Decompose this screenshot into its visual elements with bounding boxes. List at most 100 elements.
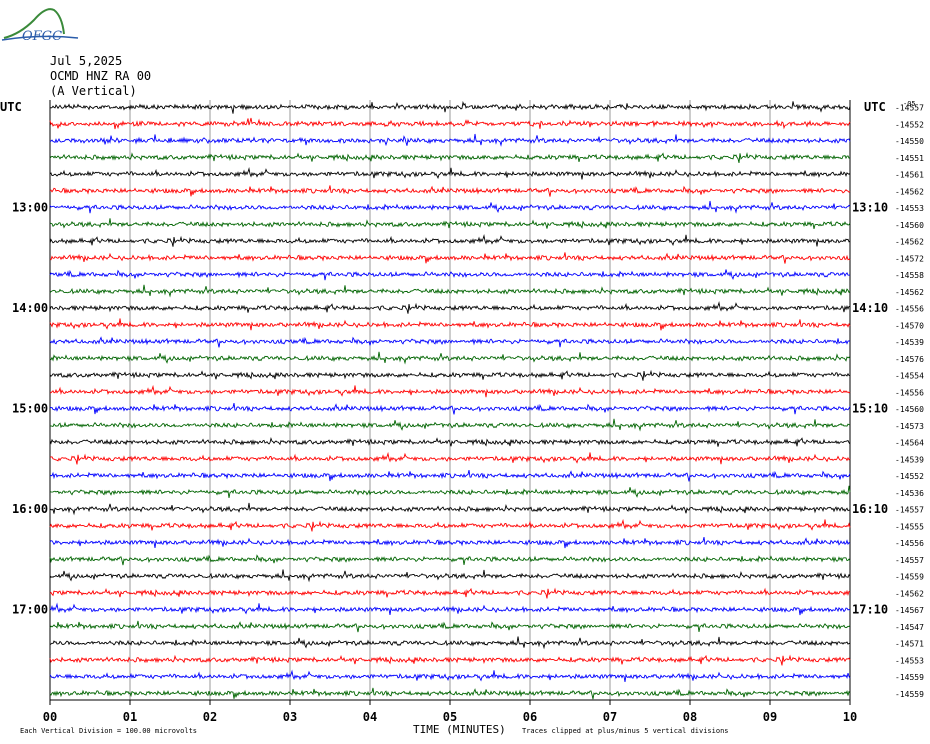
trace-offset-label: -14562	[895, 288, 924, 297]
scale-note: Each Vertical Division = 100.00 microvol…	[20, 727, 197, 735]
seismic-trace	[49, 669, 851, 682]
seismic-trace	[49, 151, 851, 164]
x-tick-label: 07	[603, 710, 617, 724]
right-hour-label: 13:10	[852, 201, 888, 215]
seismic-trace	[49, 602, 851, 616]
x-tick-label: 02	[203, 710, 217, 724]
trace-offset-label: -14560	[895, 405, 924, 414]
seismic-trace	[49, 502, 851, 516]
seismic-trace	[49, 301, 851, 314]
right-hour-label: 14:10	[852, 301, 888, 315]
seismic-trace	[49, 318, 851, 331]
seismic-trace	[49, 636, 851, 650]
trace-offset-label: -14557	[895, 556, 924, 565]
logo-text: OFGC	[22, 29, 62, 44]
trace-offset-label: -14557	[895, 506, 924, 515]
trace-offset-label: -14571	[895, 640, 924, 649]
trace-offset-label: -14556	[895, 388, 924, 397]
seismic-trace	[49, 117, 851, 130]
ofgc-logo: OFGC	[1, 8, 79, 44]
trace-offset-label: -14573	[895, 422, 924, 431]
seismic-trace	[49, 200, 851, 214]
trace-offset-label: -14558	[895, 271, 924, 280]
trace-offset-label: -14555	[895, 522, 924, 531]
x-tick-label: 08	[683, 710, 697, 724]
trace-offset-label: -14572	[895, 254, 924, 263]
seismic-trace	[49, 252, 851, 264]
left-hour-label: 15:00	[12, 402, 48, 416]
clip-note: Traces clipped at plus/minus 5 vertical …	[522, 727, 729, 735]
seismic-trace	[49, 469, 851, 482]
seismic-trace	[49, 436, 851, 447]
x-axis-label: TIME (MINUTES)	[413, 723, 506, 736]
trace-offset-label: -14539	[895, 455, 924, 464]
x-tick-label: 01	[123, 710, 137, 724]
trace-offset-label: -14557	[895, 104, 924, 113]
x-tick-label: 03	[283, 710, 297, 724]
seismic-trace	[49, 687, 851, 700]
trace-offset-label: -14552	[895, 120, 924, 129]
seismic-trace	[49, 218, 851, 230]
seismic-trace	[49, 451, 851, 465]
seismic-trace	[49, 269, 851, 281]
right-header-label: -05	[903, 100, 916, 108]
trace-offset-label: -14551	[895, 154, 924, 163]
x-tick-label: 06	[523, 710, 537, 724]
left-hour-label: 13:00	[12, 201, 48, 215]
seismic-trace	[49, 554, 851, 566]
trace-offset-label: -14547	[895, 623, 924, 632]
seismic-trace	[49, 336, 851, 348]
seismic-trace	[49, 100, 851, 114]
trace-offset-label: -14570	[895, 321, 924, 330]
right-hour-label: 16:10	[852, 502, 888, 516]
trace-offset-label: -14560	[895, 221, 924, 230]
right-timezone-label: UTC	[864, 100, 886, 114]
right-hour-label: 15:10	[852, 402, 888, 416]
seismic-trace	[49, 384, 851, 398]
trace-offset-label: -14553	[895, 656, 924, 665]
trace-offset-label: -14567	[895, 606, 924, 615]
trace-offset-label: -14553	[895, 204, 924, 213]
x-tick-label: 05	[443, 710, 457, 724]
seismic-trace	[49, 569, 851, 583]
trace-offset-label: -14550	[895, 137, 924, 146]
seismic-trace	[49, 587, 851, 599]
seismic-trace	[49, 402, 851, 415]
x-tick-label: 04	[363, 710, 377, 724]
seismic-trace	[49, 185, 851, 197]
left-hour-label: 14:00	[12, 301, 48, 315]
trace-offset-label: -14559	[895, 690, 924, 699]
seismic-trace	[49, 620, 851, 633]
trace-offset-label: -14536	[895, 489, 924, 498]
seismic-trace	[49, 536, 851, 549]
trace-offset-label: -14562	[895, 238, 924, 247]
left-hour-label: 16:00	[12, 502, 48, 516]
seismic-trace	[49, 518, 851, 532]
trace-offset-label: -14562	[895, 187, 924, 196]
trace-offset-label: -14559	[895, 573, 924, 582]
trace-offset-label: -14556	[895, 305, 924, 314]
x-tick-label: 09	[763, 710, 777, 724]
trace-offset-label: -14539	[895, 338, 924, 347]
seismic-trace	[49, 485, 851, 498]
seismic-trace	[49, 234, 851, 247]
trace-offset-label: -14562	[895, 589, 924, 598]
seismic-trace	[49, 654, 851, 666]
trace-offset-label: -14556	[895, 539, 924, 548]
x-tick-label: 00	[43, 710, 57, 724]
station-label: OCMD HNZ RA 00	[50, 69, 152, 83]
trace-offset-label: -14576	[895, 355, 924, 364]
seismic-trace	[49, 167, 851, 180]
seismic-trace	[49, 369, 851, 381]
right-hour-label: 17:10	[852, 603, 888, 617]
seismic-trace	[49, 351, 851, 365]
seismic-trace	[49, 418, 851, 432]
component-label: (A Vertical)	[50, 84, 137, 98]
trace-offset-label: -14564	[895, 439, 924, 448]
left-timezone-label: UTC	[0, 100, 22, 114]
trace-offset-label: -14554	[895, 372, 924, 381]
trace-offset-label: -14561	[895, 171, 924, 180]
seismic-trace	[49, 284, 851, 298]
trace-offset-label: -14552	[895, 472, 924, 481]
